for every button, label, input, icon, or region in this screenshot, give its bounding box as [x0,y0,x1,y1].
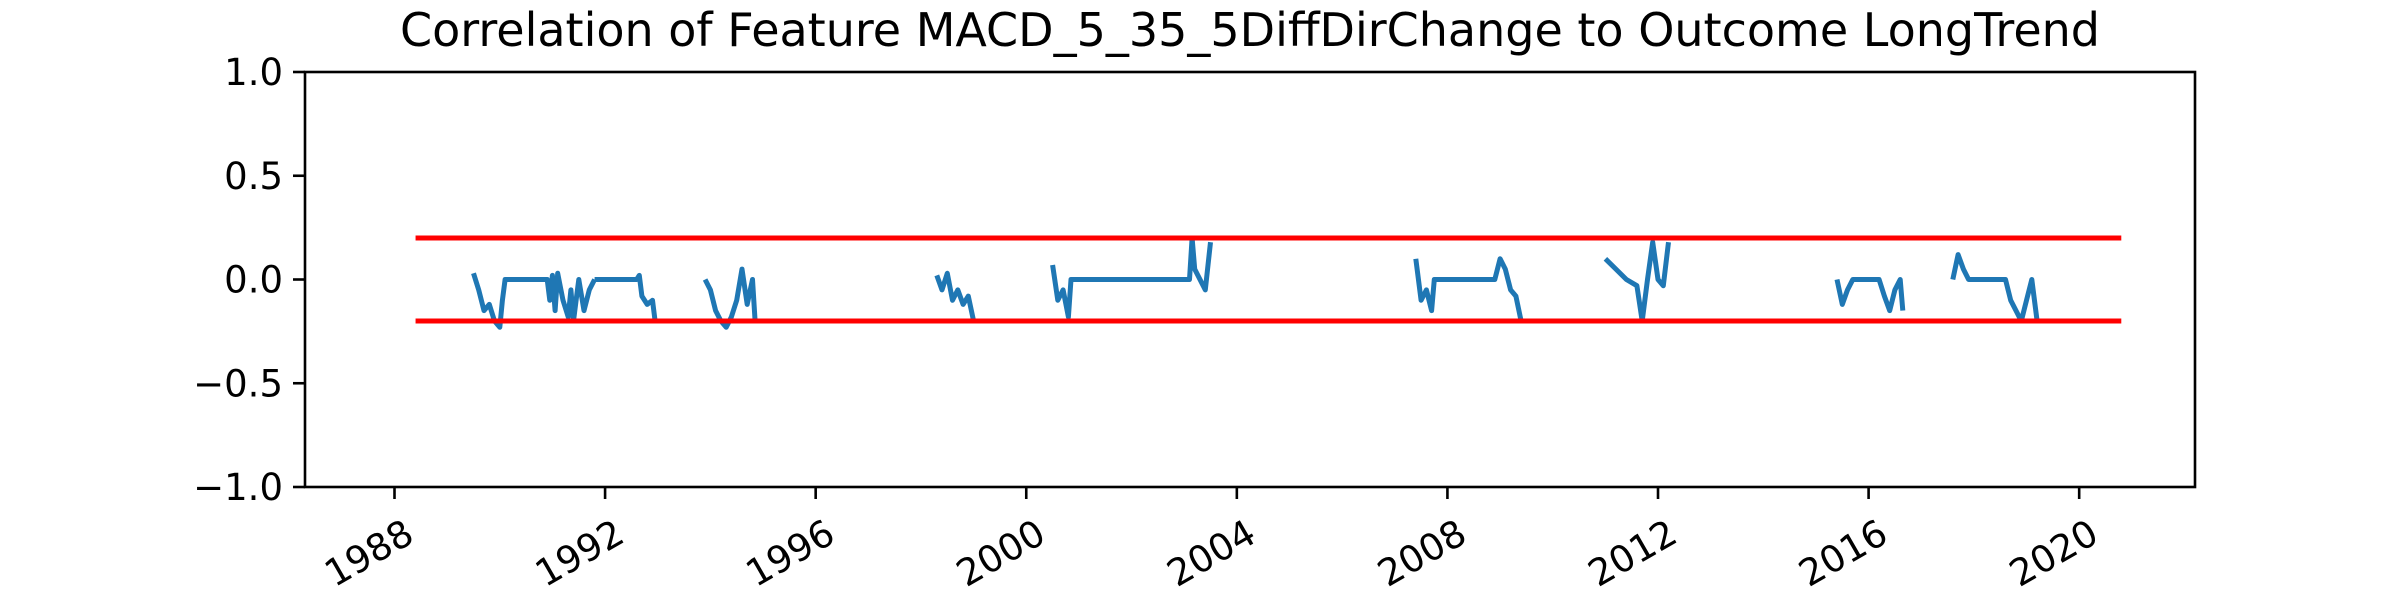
y-tick-label: 0.0 [224,259,283,302]
x-tick-label: 2016 [1792,511,1895,595]
series-segment-5 [1050,235,1213,320]
series-segment-3 [702,266,758,330]
y-axis: −1.0 −0.5 0.0 0.5 1.0 [193,51,305,509]
x-tick-label: 1996 [739,511,842,595]
series-segment-1 [471,270,597,330]
x-tick-label: 1992 [528,511,631,595]
x-tick-label: 2004 [1160,511,1263,595]
x-tick-label: 1988 [318,511,421,595]
x-axis: 1988 1992 1996 2000 2004 2008 2012 2016 2020 [318,487,2105,595]
series-segment-7 [1603,239,1671,324]
series-segment-6 [1413,256,1524,322]
y-tick-label: 1.0 [224,51,283,94]
plot-frame [303,70,2197,489]
series-segment-8 [1834,277,1906,314]
series-segment-2 [594,272,658,322]
y-tick-label: 0.5 [224,155,283,198]
x-tick-label: 2012 [1581,511,1684,595]
x-tick-label: 2008 [1370,511,1473,595]
x-tick-label: 2000 [949,511,1052,595]
series-segment-4 [934,270,977,322]
chart-title: Correlation of Feature MACD_5_35_5DiffDi… [400,3,2100,57]
series-segment-9 [1950,252,2040,324]
series-layer [471,235,2040,330]
y-tick-label: −1.0 [193,466,283,509]
threshold-layer [415,235,2122,324]
y-tick-label: −0.5 [193,362,283,405]
x-tick-label: 2020 [2002,511,2105,595]
